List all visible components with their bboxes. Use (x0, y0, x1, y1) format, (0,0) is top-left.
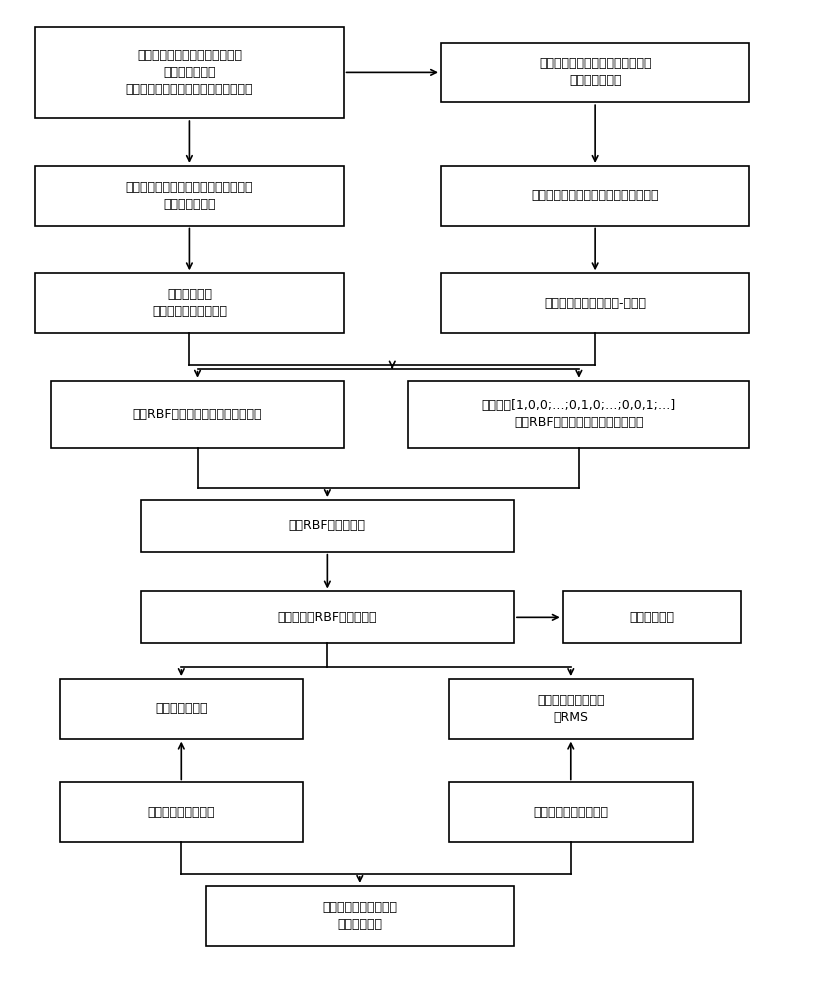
Text: 已训练好的RBF故障定位器: 已训练好的RBF故障定位器 (278, 611, 377, 624)
Text: 故障定位结果: 故障定位结果 (629, 611, 674, 624)
FancyBboxPatch shape (35, 166, 344, 226)
Text: 得到残差，取其有效
值RMS: 得到残差，取其有效 值RMS (537, 694, 605, 724)
FancyBboxPatch shape (35, 273, 344, 333)
Text: 训练RBF故障定位器: 训练RBF故障定位器 (289, 519, 366, 532)
Text: 获取每种状态的故障观测器的残差信号: 获取每种状态的故障观测器的残差信号 (531, 189, 659, 202)
FancyBboxPatch shape (206, 886, 514, 946)
FancyBboxPatch shape (35, 27, 344, 118)
FancyBboxPatch shape (51, 381, 344, 448)
FancyBboxPatch shape (441, 43, 749, 102)
Text: 获取液压伺服系统三种状态下的
输入和输出信号
（正常、电子放大器故障、泄漏故障）: 获取液压伺服系统三种状态下的 输入和输出信号 （正常、电子放大器故障、泄漏故障） (126, 49, 253, 96)
Text: 作为RBF故障定位器的训练输入样本: 作为RBF故障定位器的训练输入样本 (133, 408, 262, 421)
FancyBboxPatch shape (60, 679, 303, 739)
FancyBboxPatch shape (449, 679, 693, 739)
Text: 已训练好的故障观测器: 已训练好的故障观测器 (534, 806, 609, 819)
FancyBboxPatch shape (441, 166, 749, 226)
Text: 实时训练状态跟随器: 实时训练状态跟随器 (148, 806, 215, 819)
FancyBboxPatch shape (141, 591, 514, 643)
Text: 实时的网络权值: 实时的网络权值 (155, 702, 208, 715)
FancyBboxPatch shape (441, 273, 749, 333)
Text: 提取残差的时域特征量-有效值: 提取残差的时域特征量-有效值 (544, 297, 646, 310)
Text: 实时获取液压伺服系统
输入输出信号: 实时获取液压伺服系统 输入输出信号 (323, 901, 397, 931)
Text: 目标向量[1,0,0;…;0,1,0;…;0,0,1;…]
作为RBF故障定位器的训练输出样本: 目标向量[1,0,0;…;0,1,0;…;0,0,1;…] 作为RBF故障定位器… (482, 399, 676, 429)
FancyBboxPatch shape (60, 782, 303, 842)
FancyBboxPatch shape (141, 500, 514, 552)
FancyBboxPatch shape (563, 591, 741, 643)
Text: 获取每种状态
状态跟随器的网络权值: 获取每种状态 状态跟随器的网络权值 (152, 288, 227, 318)
Text: 利用获取的三种状态系统输入输出信号
训练状态跟随器: 利用获取的三种状态系统输入输出信号 训练状态跟随器 (126, 181, 253, 211)
FancyBboxPatch shape (408, 381, 749, 448)
FancyBboxPatch shape (449, 782, 693, 842)
Text: 利用正常状态的系统输入输出信号
训练故障观测器: 利用正常状态的系统输入输出信号 训练故障观测器 (539, 57, 651, 87)
